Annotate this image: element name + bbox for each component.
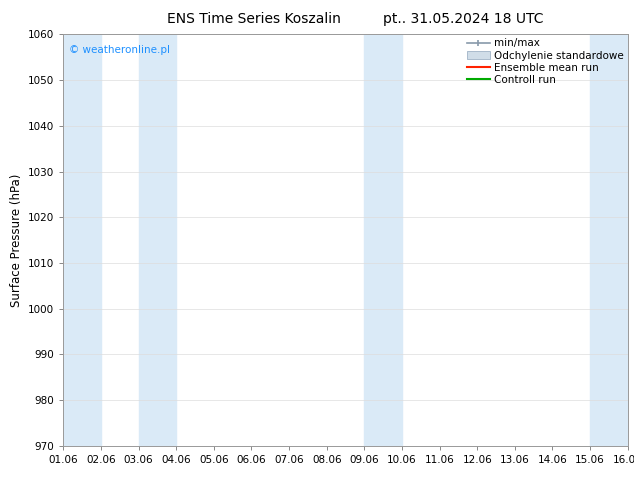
Legend: min/max, Odchylenie standardowe, Ensemble mean run, Controll run: min/max, Odchylenie standardowe, Ensembl…	[465, 36, 626, 87]
Bar	[590, 34, 628, 446]
Bar	[139, 34, 176, 446]
Bar	[365, 34, 402, 446]
Bar	[63, 34, 101, 446]
Text: ENS Time Series Koszalin: ENS Time Series Koszalin	[167, 12, 340, 26]
Text: pt.. 31.05.2024 18 UTC: pt.. 31.05.2024 18 UTC	[382, 12, 543, 26]
Text: © weatheronline.pl: © weatheronline.pl	[69, 45, 170, 54]
Y-axis label: Surface Pressure (hPa): Surface Pressure (hPa)	[10, 173, 23, 307]
